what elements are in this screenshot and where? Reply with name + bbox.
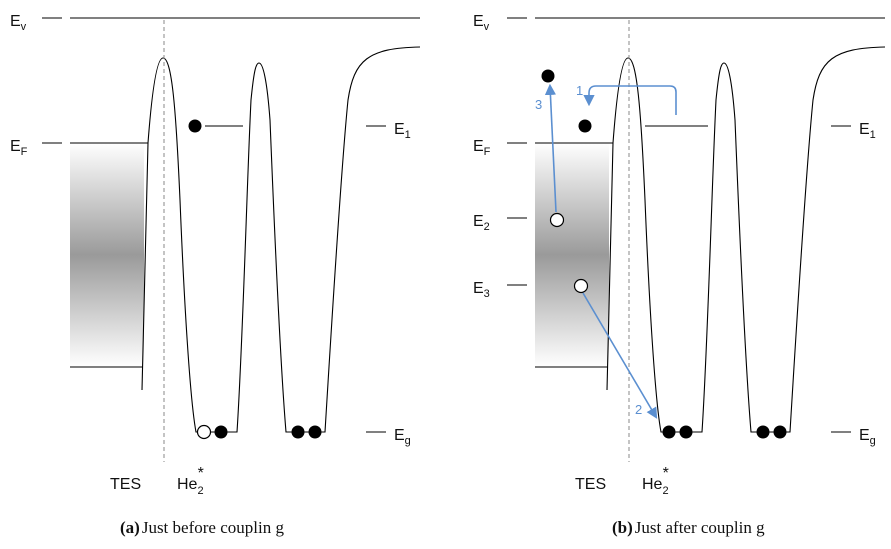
panel-b: 1 2 3 Ev EF E2 E3 E1 Eg TES He2* (b) Just…	[473, 13, 886, 537]
eg-label: Eg	[394, 427, 411, 447]
e1-label: E1	[859, 121, 876, 141]
ef-label: EF	[473, 138, 491, 158]
panel-a: Ev EF E1 Eg TES He2* (a) Just before coup…	[10, 13, 421, 537]
electron-ground-1	[214, 425, 228, 439]
caption-a: (a) Just before couplin g	[120, 518, 284, 537]
step-2-label: 2	[635, 402, 642, 417]
electron-ground-2	[679, 425, 693, 439]
e3-label: E3	[473, 280, 490, 300]
e2-label: E2	[473, 213, 490, 233]
potential-curve	[606, 46, 886, 433]
ev-label: Ev	[10, 13, 27, 33]
electron-ground-4	[773, 425, 787, 439]
step-3-label: 3	[535, 97, 542, 112]
eg-label: Eg	[859, 427, 876, 447]
electron-ground-3	[308, 425, 322, 439]
arrow-step-1	[583, 85, 677, 115]
electron-ground-3	[756, 425, 770, 439]
ev-label: Ev	[473, 13, 490, 33]
tes-label: TES	[110, 476, 141, 493]
he2-label: He2*	[642, 465, 669, 497]
tes-filled-states	[535, 143, 609, 367]
e1-label: E1	[394, 121, 411, 141]
electron-ground-1	[662, 425, 676, 439]
arrow-step-3	[544, 83, 557, 213]
hole-ground	[196, 424, 212, 440]
arrow-step-2	[582, 292, 658, 419]
electron-e1	[188, 119, 202, 133]
caption-b: (b) Just after couplin g	[612, 518, 765, 537]
potential-curve	[141, 46, 421, 433]
hole-e2	[549, 212, 565, 228]
he2-label: He2*	[177, 465, 204, 497]
step-1-label: 1	[576, 83, 583, 98]
emitted-electron	[541, 69, 555, 83]
ef-label: EF	[10, 138, 28, 158]
tes-filled-states	[70, 143, 144, 367]
electron-e1	[578, 119, 592, 133]
electron-ground-2	[291, 425, 305, 439]
hole-e3	[573, 278, 589, 294]
tes-label: TES	[575, 476, 606, 493]
